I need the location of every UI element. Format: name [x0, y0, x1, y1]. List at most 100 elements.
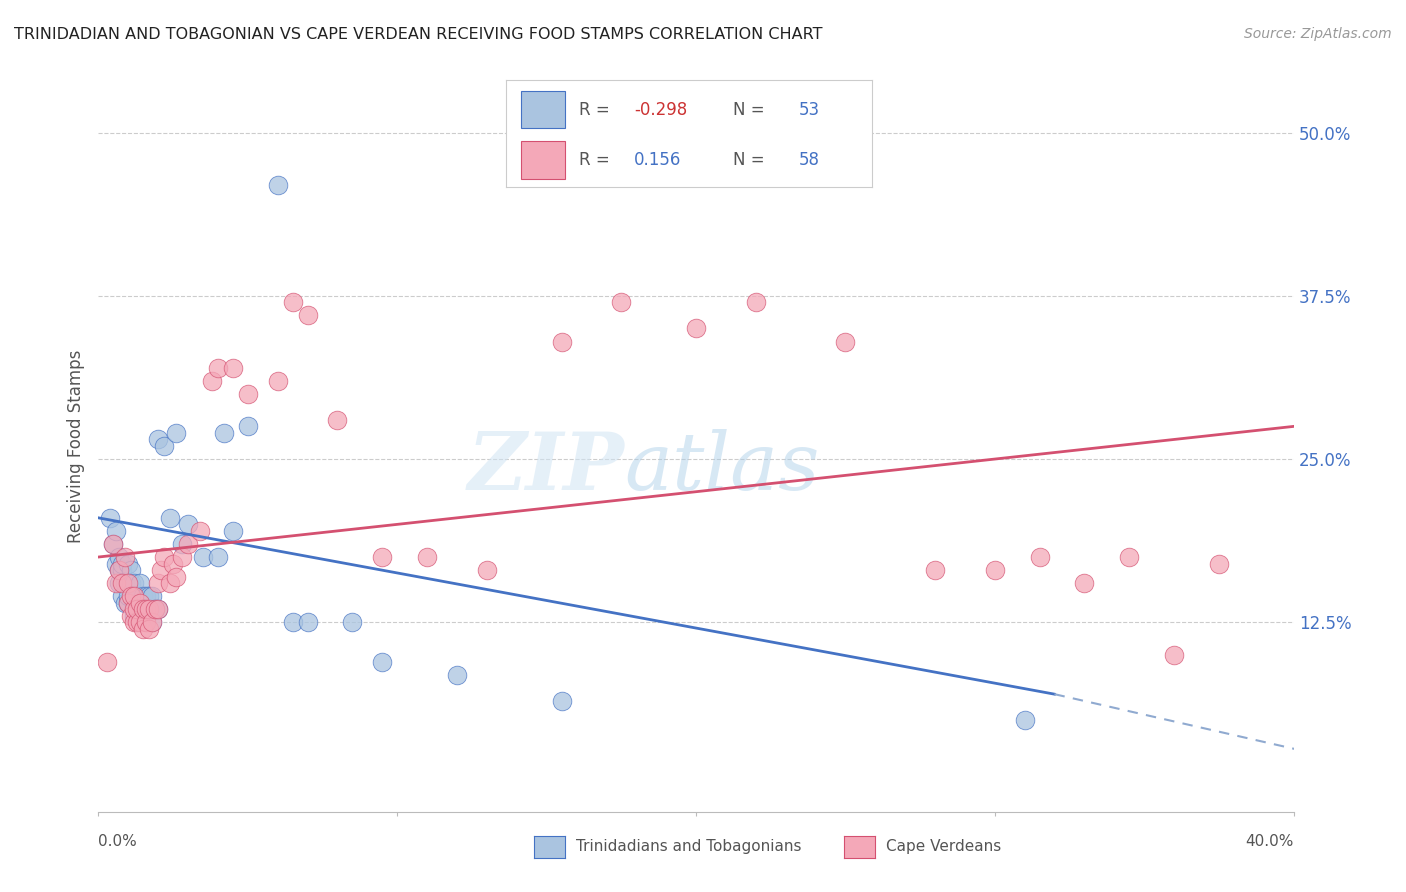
Point: [141, 615, 163, 630]
Point: [127, 602, 149, 616]
Point: [124, 608, 146, 623]
Point: [135, 602, 157, 616]
Point: [236, 386, 259, 401]
Text: -0.298: -0.298: [634, 101, 688, 119]
Point: [159, 576, 181, 591]
Point: [132, 622, 155, 636]
Point: [129, 615, 152, 630]
Point: [135, 589, 157, 603]
Point: [124, 602, 146, 616]
Point: [297, 615, 319, 630]
Point: [153, 439, 176, 453]
Point: [127, 608, 149, 623]
Point: [105, 557, 128, 571]
Point: [172, 549, 194, 564]
Point: [222, 524, 245, 538]
Text: Source: ZipAtlas.com: Source: ZipAtlas.com: [1244, 27, 1392, 41]
Text: TRINIDADIAN AND TOBAGONIAN VS CAPE VERDEAN RECEIVING FOOD STAMPS CORRELATION CHA: TRINIDADIAN AND TOBAGONIAN VS CAPE VERDE…: [14, 27, 823, 42]
Point: [117, 576, 139, 591]
Point: [129, 576, 152, 591]
Point: [172, 537, 194, 551]
Point: [984, 563, 1007, 577]
Point: [201, 374, 224, 388]
Point: [111, 576, 134, 591]
Point: [120, 589, 142, 603]
Point: [129, 596, 152, 610]
Point: [148, 576, 170, 591]
Text: 40.0%: 40.0%: [1246, 834, 1294, 849]
Point: [1163, 648, 1185, 662]
Point: [132, 608, 155, 623]
Point: [371, 549, 394, 564]
Point: [236, 419, 259, 434]
Point: [111, 557, 134, 571]
Point: [138, 602, 160, 616]
Text: 0.156: 0.156: [634, 151, 682, 169]
Point: [105, 524, 128, 538]
Point: [1073, 576, 1095, 591]
Point: [105, 576, 128, 591]
Point: [924, 563, 946, 577]
Point: [222, 360, 245, 375]
Point: [132, 589, 155, 603]
Point: [371, 655, 394, 669]
Point: [1028, 549, 1050, 564]
Point: [108, 576, 131, 591]
Point: [127, 589, 149, 603]
Point: [416, 549, 439, 564]
Point: [117, 576, 139, 591]
Point: [550, 334, 572, 349]
Point: [120, 608, 142, 623]
Point: [120, 563, 142, 577]
Text: R =: R =: [579, 101, 616, 119]
Point: [117, 557, 139, 571]
Y-axis label: Receiving Food Stamps: Receiving Food Stamps: [67, 350, 86, 542]
Point: [124, 596, 146, 610]
Point: [159, 511, 181, 525]
Point: [148, 433, 170, 447]
Text: Trinidadians and Tobagonians: Trinidadians and Tobagonians: [576, 839, 801, 855]
Text: N =: N =: [733, 101, 769, 119]
Point: [281, 295, 304, 310]
FancyBboxPatch shape: [520, 91, 565, 128]
Point: [111, 589, 134, 603]
Point: [177, 537, 200, 551]
Point: [117, 596, 139, 610]
Point: [326, 413, 349, 427]
Point: [475, 563, 498, 577]
Point: [1014, 714, 1036, 728]
Point: [153, 549, 176, 564]
Point: [141, 589, 163, 603]
Point: [103, 537, 125, 551]
Point: [165, 425, 187, 440]
Text: R =: R =: [579, 151, 616, 169]
Point: [138, 622, 160, 636]
Point: [297, 309, 319, 323]
Text: Cape Verdeans: Cape Verdeans: [886, 839, 1001, 855]
Point: [100, 511, 122, 525]
Point: [114, 549, 136, 564]
Point: [108, 563, 131, 577]
Point: [108, 549, 131, 564]
FancyBboxPatch shape: [520, 141, 565, 178]
Point: [124, 576, 146, 591]
Point: [834, 334, 856, 349]
Point: [188, 524, 211, 538]
Point: [1118, 549, 1140, 564]
Point: [124, 589, 146, 603]
Point: [162, 557, 184, 571]
Point: [127, 615, 149, 630]
Point: [1208, 557, 1230, 571]
Point: [191, 549, 214, 564]
Point: [108, 563, 131, 577]
Text: 0.0%: 0.0%: [98, 834, 138, 849]
Point: [148, 602, 170, 616]
Point: [114, 596, 136, 610]
Point: [117, 589, 139, 603]
Point: [114, 576, 136, 591]
Point: [267, 178, 290, 192]
Text: ZIP: ZIP: [467, 429, 624, 507]
Point: [103, 537, 125, 551]
Point: [342, 615, 364, 630]
Point: [267, 374, 290, 388]
